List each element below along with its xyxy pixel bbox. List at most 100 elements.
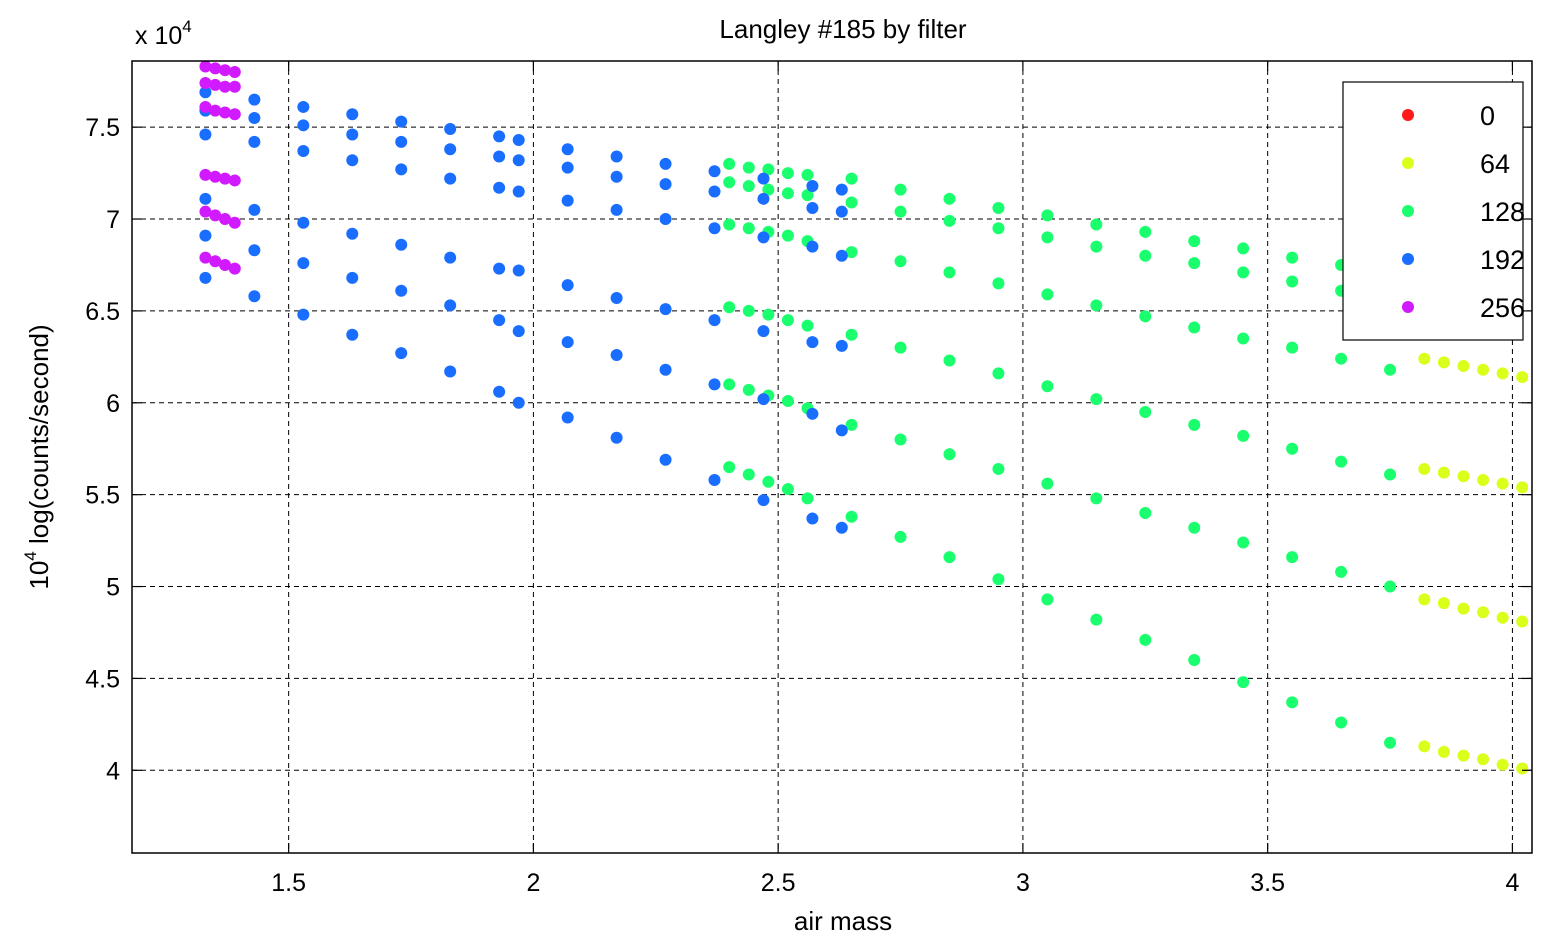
legend-items: 0 64 128 192 256 xyxy=(1402,101,1525,323)
series-256 xyxy=(199,60,241,275)
data-point xyxy=(723,301,736,314)
data-point xyxy=(199,251,212,264)
data-point xyxy=(992,202,1005,215)
data-point xyxy=(1418,462,1431,475)
data-point xyxy=(1041,477,1054,490)
data-point xyxy=(757,325,770,338)
data-point xyxy=(346,227,359,240)
data-point xyxy=(1237,676,1250,689)
data-point xyxy=(444,365,457,378)
data-point xyxy=(845,246,858,259)
data-point xyxy=(659,303,672,316)
data-point xyxy=(894,530,907,543)
data-point xyxy=(943,448,956,461)
data-point xyxy=(1286,341,1299,354)
data-point xyxy=(1437,356,1450,369)
legend-label: 192 xyxy=(1480,245,1525,275)
data-point xyxy=(781,167,794,180)
data-point xyxy=(801,189,814,202)
data-point xyxy=(297,145,310,158)
legend-marker xyxy=(1402,205,1414,217)
data-point xyxy=(1286,251,1299,264)
data-point xyxy=(297,216,310,229)
y-tick-label: 5.5 xyxy=(85,482,120,510)
data-point xyxy=(1335,352,1348,365)
data-point xyxy=(1286,696,1299,709)
data-point xyxy=(1384,736,1397,749)
data-point xyxy=(742,383,755,396)
data-point xyxy=(248,111,261,124)
data-point xyxy=(248,203,261,216)
data-point xyxy=(742,161,755,174)
x-tick-label: 3.5 xyxy=(1250,869,1285,897)
data-point xyxy=(1437,745,1450,758)
data-point xyxy=(209,170,222,183)
data-point xyxy=(845,196,858,209)
data-point xyxy=(1041,593,1054,606)
data-point xyxy=(757,494,770,507)
data-point xyxy=(742,222,755,235)
data-point xyxy=(610,349,623,362)
data-point xyxy=(1457,602,1470,615)
legend-marker xyxy=(1402,301,1414,313)
data-point xyxy=(659,157,672,170)
data-point xyxy=(835,249,848,262)
data-point xyxy=(943,192,956,205)
data-point xyxy=(561,279,574,292)
data-point xyxy=(297,119,310,132)
data-point xyxy=(781,483,794,496)
data-point xyxy=(209,209,222,222)
data-point xyxy=(845,172,858,185)
data-point xyxy=(512,185,525,198)
data-point xyxy=(561,336,574,349)
data-point xyxy=(845,418,858,431)
y-tick-label: 5 xyxy=(106,574,120,602)
data-point xyxy=(1516,762,1529,775)
data-point xyxy=(395,163,408,176)
data-point xyxy=(395,347,408,360)
data-point xyxy=(1188,257,1201,270)
data-point xyxy=(992,277,1005,290)
data-point xyxy=(248,135,261,148)
data-point xyxy=(395,135,408,148)
data-point xyxy=(493,150,506,163)
data-point xyxy=(757,231,770,244)
data-point xyxy=(512,264,525,277)
data-point xyxy=(781,229,794,242)
data-point xyxy=(199,77,212,90)
data-point xyxy=(493,130,506,143)
data-point xyxy=(512,325,525,338)
data-point xyxy=(209,255,222,268)
data-point xyxy=(610,150,623,163)
data-point xyxy=(228,174,241,187)
y-tick-label: 4.5 xyxy=(85,665,120,693)
data-point xyxy=(395,115,408,128)
data-point xyxy=(943,266,956,279)
data-point xyxy=(248,244,261,257)
x-tick-label: 1.5 xyxy=(271,869,306,897)
y-tick-label: 7 xyxy=(106,206,120,234)
data-point xyxy=(610,203,623,216)
data-point xyxy=(1496,758,1509,771)
data-point xyxy=(346,271,359,284)
data-point xyxy=(199,192,212,205)
data-point xyxy=(228,108,241,121)
data-point xyxy=(742,179,755,192)
data-point xyxy=(1286,551,1299,564)
x-tick-label: 2 xyxy=(526,869,540,897)
data-point xyxy=(1139,405,1152,418)
data-point xyxy=(610,170,623,183)
legend-label: 64 xyxy=(1480,149,1510,179)
data-point xyxy=(757,192,770,205)
data-point xyxy=(708,165,721,178)
data-point xyxy=(209,62,222,75)
data-point xyxy=(1384,580,1397,593)
data-point xyxy=(894,183,907,196)
data-point xyxy=(742,468,755,481)
data-point xyxy=(199,128,212,141)
data-point xyxy=(1457,360,1470,373)
data-point xyxy=(1139,225,1152,238)
data-point xyxy=(1188,521,1201,534)
data-point xyxy=(219,172,232,185)
data-point xyxy=(659,363,672,376)
